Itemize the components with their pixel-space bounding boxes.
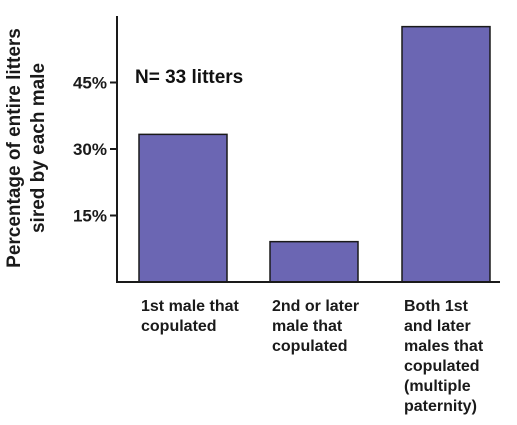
sample-size-annotation: N= 33 litters xyxy=(135,67,243,88)
bar-3 xyxy=(401,25,491,283)
bar-2 xyxy=(269,240,359,283)
y-axis-ticks: 15% 30% 45% xyxy=(73,74,117,226)
y-tick-label-1: 15% xyxy=(73,207,107,226)
y-axis-label-line-1: Percentage of entire litters xyxy=(4,28,25,268)
x-category-label-3: Both 1st and later males that copulated (mul… xyxy=(404,298,484,415)
bar-1 xyxy=(138,133,228,283)
y-axis-label: Percentage of entire litters sired by ea… xyxy=(4,28,49,268)
bars xyxy=(138,25,491,283)
y-axis-label-line-2: sired by each male xyxy=(28,63,49,233)
y-tick-label-3: 45% xyxy=(73,74,107,93)
x-axis-category-labels: 1st male that copulated 2nd or later male t… xyxy=(141,298,484,415)
x-category-label-2: 2nd or later male that copulated xyxy=(272,298,359,355)
x-category-label-1: 1st male that copulated xyxy=(141,298,239,335)
y-tick-label-2: 30% xyxy=(73,140,107,159)
